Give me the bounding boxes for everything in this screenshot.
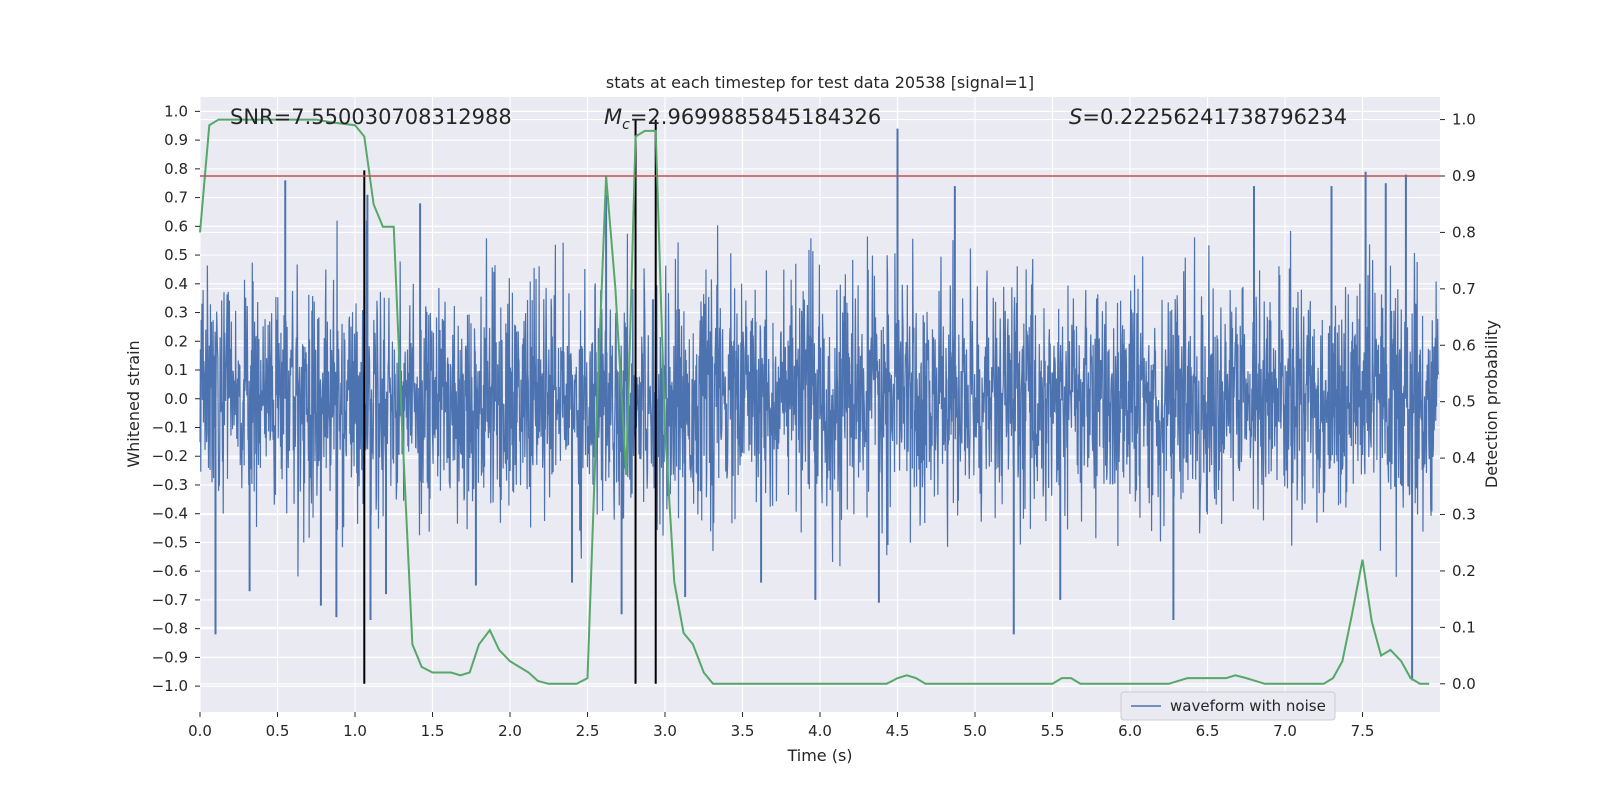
x-tick-label: 2.0 [498, 722, 522, 740]
x-tick-label: 5.0 [963, 722, 987, 740]
y-tick-label-left: 0.6 [164, 217, 188, 235]
x-tick-label: 2.5 [576, 722, 600, 740]
annotation-s: S=0.22256241738796234 [1069, 105, 1347, 129]
y-tick-label-left: −0.9 [152, 648, 188, 666]
y-tick-label-right: 0.7 [1452, 280, 1476, 298]
y-tick-label-right: 0.6 [1452, 336, 1476, 354]
y-tick-label-left: −0.3 [152, 476, 188, 494]
y-tick-label-right: 0.2 [1452, 562, 1476, 580]
x-tick-label: 5.5 [1041, 722, 1065, 740]
y-tick-label-left: −1.0 [152, 677, 188, 695]
y-tick-label-left: 0.8 [164, 160, 188, 178]
x-tick-label: 1.0 [343, 722, 367, 740]
x-tick-label: 7.0 [1273, 722, 1297, 740]
annotation-mc: Mc=2.9699885845184326 [604, 105, 881, 133]
x-tick-label: 1.5 [421, 722, 445, 740]
y-tick-label-left: 0.4 [164, 275, 188, 293]
y-tick-label-left: −0.5 [152, 533, 188, 551]
y-tick-label-left: 0.3 [164, 304, 188, 322]
x-tick-label: 4.0 [808, 722, 832, 740]
probability-line [199, 118, 1430, 685]
legend-entry-waveform: waveform with noise [1170, 697, 1326, 715]
event-markers [363, 119, 657, 684]
y-tick-label-left: −0.6 [152, 562, 188, 580]
y-tick-label-left: −0.7 [152, 591, 188, 609]
y-axis-label-left: Whitened strain [124, 340, 143, 467]
y-tick-label-right: 1.0 [1452, 111, 1476, 129]
probability-series [199, 118, 1430, 685]
waveform-series [199, 128, 1440, 681]
annotation-mc-subscript: c [622, 117, 630, 133]
y-tick-label-left: 0.9 [164, 131, 188, 149]
y-tick-label-right: 0.4 [1452, 449, 1476, 467]
annotation-snr: SNR=7.550030708312988 [230, 105, 512, 129]
y-tick-label-right: 0.1 [1452, 618, 1476, 636]
waveform-line [199, 220, 1440, 577]
y-tick-label-left: −0.8 [152, 620, 188, 638]
y-axis-label-right: Detection probability [1482, 320, 1501, 488]
x-tick-label: 6.5 [1196, 722, 1220, 740]
y-tick-label-right: 0.3 [1452, 506, 1476, 524]
x-tick-label: 0.5 [266, 722, 290, 740]
y-tick-label-left: −0.4 [152, 505, 188, 523]
y-tick-label-right: 0.0 [1452, 675, 1476, 693]
y-tick-label-left: 0.0 [164, 390, 188, 408]
y-tick-label-left: 1.0 [164, 102, 188, 120]
x-tick-label: 6.0 [1118, 722, 1142, 740]
annotation-mc-value: =2.9699885845184326 [630, 105, 881, 129]
y-tick-label-left: 0.5 [164, 246, 188, 264]
y-tick-label-left: 0.1 [164, 361, 188, 379]
x-tick-label: 3.5 [731, 722, 755, 740]
x-tick-label: 4.5 [886, 722, 910, 740]
annotation-s-value: =0.22256241738796234 [1082, 105, 1347, 129]
x-tick-label: 0.0 [188, 722, 212, 740]
y-tick-label-left: −0.2 [152, 447, 188, 465]
x-tick-label: 3.0 [653, 722, 677, 740]
y-tick-label-right: 0.5 [1452, 393, 1476, 411]
legend-box [1120, 691, 1336, 721]
y-tick-label-left: −0.1 [152, 418, 188, 436]
y-tick-label-left: 0.2 [164, 332, 188, 350]
y-tick-label-right: 0.8 [1452, 223, 1476, 241]
x-axis-label: Time (s) [786, 746, 852, 765]
x-tick-label: 7.5 [1351, 722, 1375, 740]
annotation-s-symbol: S [1069, 105, 1082, 129]
y-tick-label-left: 0.7 [164, 189, 188, 207]
legend: waveform with noise [1120, 691, 1336, 721]
y-tick-label-right: 0.9 [1452, 167, 1476, 185]
ticks: 0.0 0.5 1.0 1.5 2.0 2.5 3.0 3.5 4.0 4.5 5.0 5.5 6.0 6… [152, 102, 1476, 740]
chart-title: stats at each timestep for test data 205… [606, 73, 1034, 92]
annotation-mc-symbol: M [604, 105, 622, 129]
